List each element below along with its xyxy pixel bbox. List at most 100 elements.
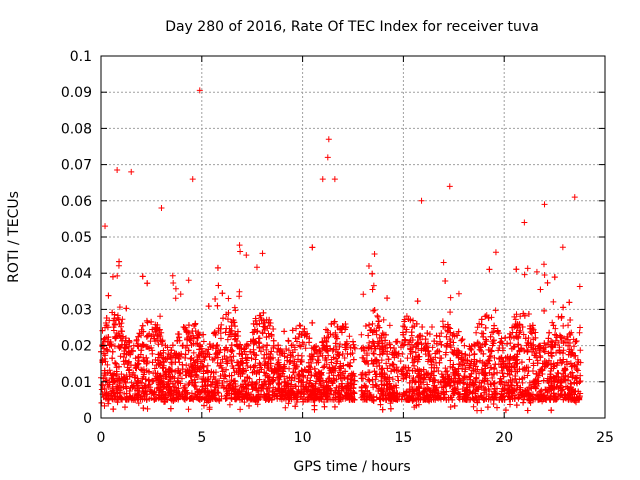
data-point bbox=[175, 367, 182, 374]
data-point bbox=[507, 394, 514, 401]
data-point bbox=[424, 381, 431, 388]
data-point bbox=[423, 371, 430, 378]
data-point bbox=[116, 258, 123, 265]
data-point bbox=[282, 404, 289, 411]
data-point bbox=[109, 309, 116, 316]
data-point bbox=[468, 370, 475, 377]
data-point bbox=[280, 363, 287, 370]
data-point bbox=[474, 324, 481, 331]
data-point bbox=[190, 349, 197, 356]
data-point bbox=[369, 338, 376, 345]
data-point bbox=[206, 341, 213, 348]
data-point bbox=[260, 378, 267, 385]
data-point bbox=[346, 363, 353, 370]
data-point bbox=[553, 383, 560, 390]
data-point bbox=[471, 396, 478, 403]
data-point bbox=[566, 299, 573, 306]
data-point bbox=[261, 369, 268, 376]
data-point bbox=[239, 370, 246, 377]
data-point bbox=[478, 316, 485, 323]
data-point bbox=[115, 316, 122, 323]
data-point bbox=[141, 358, 148, 365]
data-point bbox=[102, 358, 109, 365]
data-point bbox=[482, 341, 489, 348]
data-point bbox=[405, 367, 412, 374]
data-point bbox=[472, 363, 479, 370]
data-point bbox=[206, 406, 213, 413]
data-point bbox=[475, 384, 482, 391]
data-point bbox=[136, 387, 143, 394]
data-point bbox=[552, 341, 559, 348]
data-point bbox=[513, 379, 520, 386]
data-point bbox=[433, 332, 440, 339]
data-point bbox=[265, 330, 272, 337]
data-point bbox=[274, 360, 281, 367]
data-point bbox=[250, 320, 257, 327]
data-point bbox=[243, 386, 250, 393]
data-point bbox=[152, 370, 159, 377]
data-point bbox=[230, 365, 237, 372]
data-point bbox=[422, 336, 429, 343]
data-point bbox=[428, 371, 435, 378]
data-point bbox=[146, 369, 153, 376]
data-point bbox=[451, 384, 458, 391]
data-point bbox=[545, 341, 552, 348]
data-point bbox=[346, 333, 353, 340]
data-point bbox=[185, 322, 192, 329]
data-point bbox=[369, 320, 376, 327]
data-point bbox=[185, 406, 192, 413]
data-point bbox=[476, 370, 483, 377]
data-point bbox=[559, 244, 566, 251]
data-point bbox=[337, 363, 344, 370]
data-point bbox=[525, 311, 532, 318]
data-point bbox=[99, 327, 106, 334]
data-point bbox=[168, 367, 175, 374]
data-point bbox=[461, 374, 468, 381]
data-point bbox=[464, 394, 471, 401]
data-point bbox=[165, 378, 172, 385]
data-point bbox=[285, 337, 292, 344]
data-point bbox=[294, 356, 301, 363]
data-point bbox=[347, 344, 354, 351]
data-point bbox=[155, 341, 162, 348]
data-point bbox=[415, 401, 422, 408]
data-point bbox=[168, 361, 175, 368]
data-point bbox=[174, 337, 181, 344]
data-point bbox=[247, 348, 254, 355]
data-point bbox=[386, 380, 393, 387]
data-point bbox=[244, 374, 251, 381]
data-point bbox=[507, 340, 514, 347]
data-point bbox=[296, 330, 303, 337]
data-point bbox=[145, 377, 152, 384]
data-point bbox=[403, 329, 410, 336]
data-point bbox=[266, 322, 273, 329]
data-point bbox=[455, 290, 462, 297]
data-point bbox=[446, 383, 453, 390]
data-point bbox=[565, 322, 572, 329]
data-point bbox=[410, 317, 417, 324]
data-point bbox=[494, 404, 501, 411]
data-point bbox=[502, 407, 509, 414]
data-point bbox=[489, 329, 496, 336]
data-point bbox=[397, 358, 404, 365]
chart-title: Day 280 of 2016, Rate Of TEC Index for r… bbox=[165, 19, 539, 35]
data-point bbox=[104, 361, 111, 368]
data-point bbox=[577, 324, 584, 331]
data-point bbox=[513, 266, 520, 273]
data-point bbox=[520, 396, 527, 403]
data-point bbox=[168, 397, 175, 404]
data-point bbox=[369, 270, 376, 277]
data-point bbox=[151, 365, 158, 372]
data-point bbox=[215, 282, 222, 289]
data-point bbox=[222, 329, 229, 336]
data-point bbox=[118, 384, 125, 391]
data-points bbox=[98, 87, 584, 414]
data-point bbox=[389, 361, 396, 368]
data-point bbox=[215, 354, 222, 361]
data-point bbox=[554, 379, 561, 386]
data-point bbox=[568, 329, 575, 336]
data-point bbox=[179, 361, 186, 368]
data-point bbox=[387, 344, 394, 351]
data-point bbox=[159, 338, 166, 345]
data-point bbox=[324, 395, 331, 402]
